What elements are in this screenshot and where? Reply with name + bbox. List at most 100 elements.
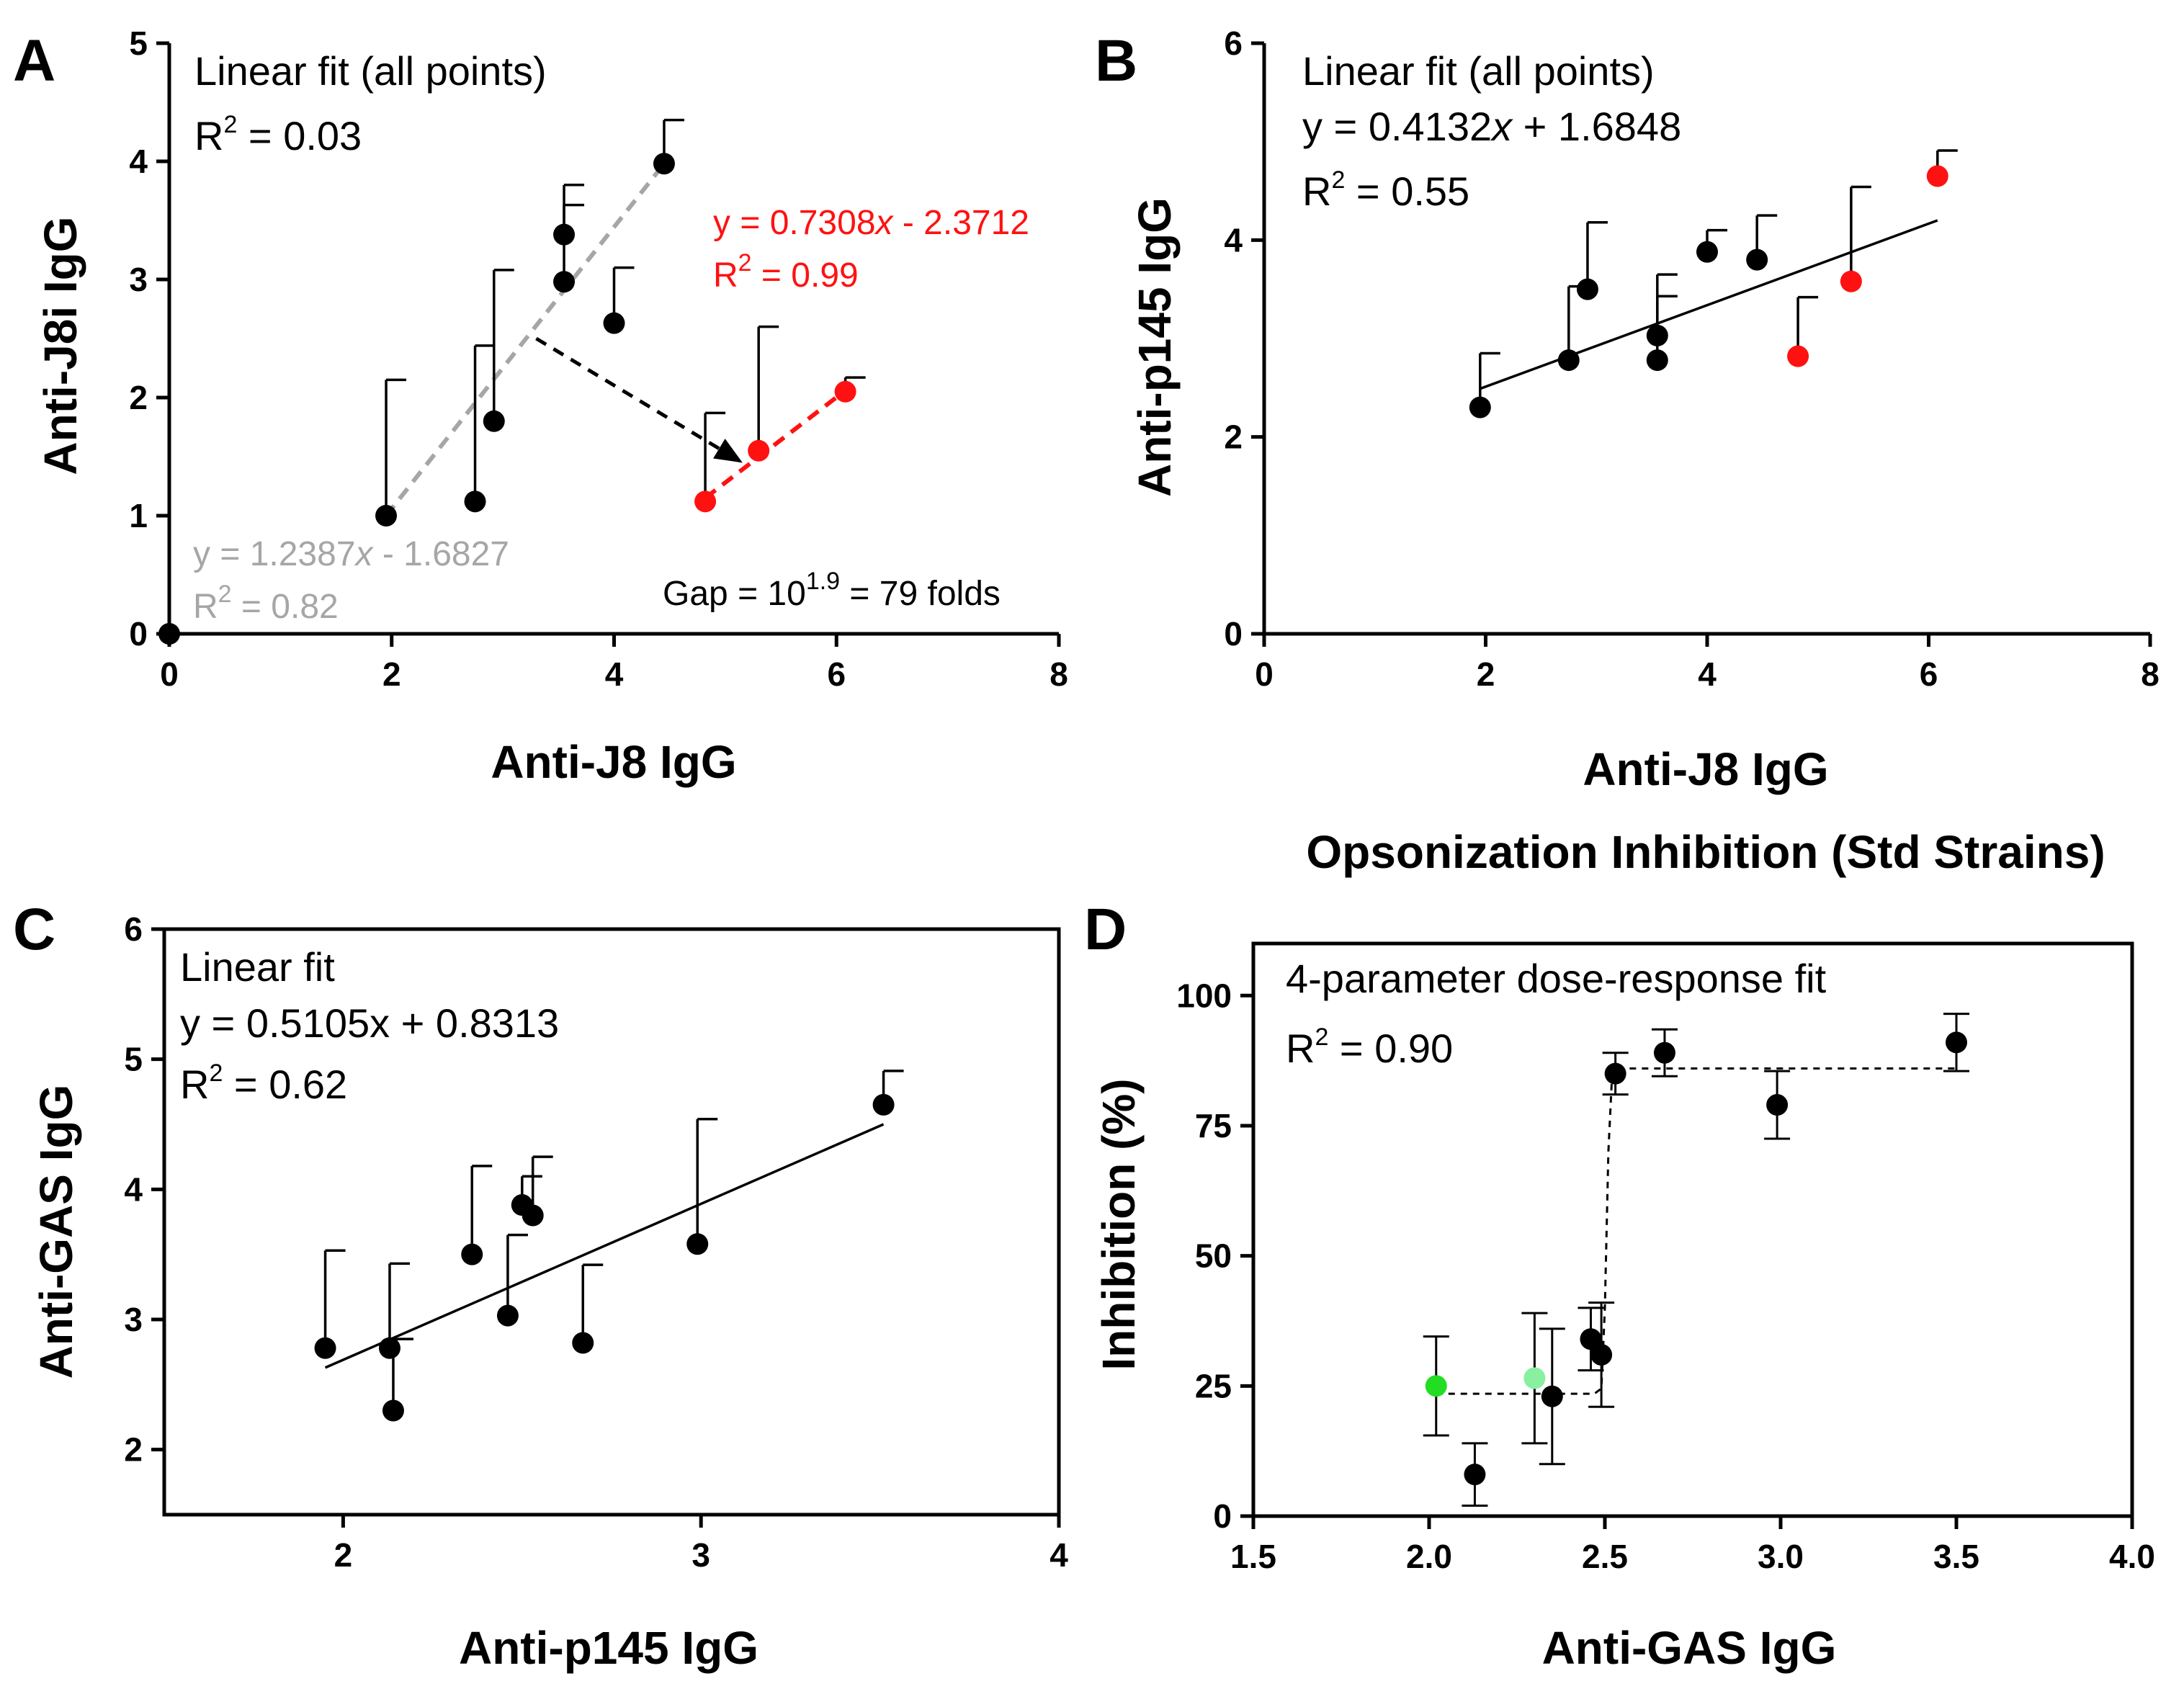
data-point-black-b <box>1646 324 1668 346</box>
y-tick-label-b: 2 <box>1224 418 1243 456</box>
x-tick-label-c: 4 <box>1050 1536 1068 1574</box>
x-tick-label-b: 2 <box>1477 655 1495 693</box>
y-tick-label-d: 0 <box>1213 1497 1232 1535</box>
y-tick-label-a: 1 <box>129 497 148 534</box>
x-tick-label-a: 8 <box>1050 655 1068 693</box>
x-tick-label-d: 2.0 <box>1406 1538 1452 1575</box>
data-point-black-a <box>603 312 625 334</box>
x-tick-label-c: 3 <box>692 1536 710 1574</box>
red-fit-a <box>704 388 847 500</box>
x-tick-label-d: 4.0 <box>2109 1538 2155 1575</box>
data-point-black-a <box>653 153 675 175</box>
annotation-overall-r2: R2 = 0.03 <box>194 111 362 158</box>
annotation-gap: Gap = 101.9 = 79 folds <box>663 568 1001 613</box>
data-point-green-d <box>1425 1375 1447 1397</box>
data-point-black-c <box>461 1243 483 1265</box>
y-tick-label-a: 0 <box>129 615 148 653</box>
x-tick-label-d: 3.0 <box>1758 1538 1804 1575</box>
data-point-black-c <box>496 1304 519 1327</box>
shift-arrow-head <box>713 439 743 463</box>
y-tick-label-b: 6 <box>1224 24 1243 62</box>
data-point-black-b <box>1557 349 1580 372</box>
y-tick-label-a: 4 <box>129 143 148 180</box>
x-axis-title-b: Anti-J8 IgG <box>1583 743 1828 795</box>
data-point-black-d <box>1766 1094 1789 1116</box>
annotation-equation-b: y = 0.4132x + 1.6848 <box>1302 104 1681 149</box>
x-tick-label-a: 4 <box>605 655 624 693</box>
y-axis-title-a: Anti-J8i IgG <box>35 216 86 475</box>
plot-frame-d <box>1251 941 2134 1518</box>
y-tick-label-d: 100 <box>1176 977 1232 1014</box>
panel-c: C 2 3 4 2 3 4 5 6 Anti-p145 IgG Anti-GAS IgG L… <box>13 897 1068 1674</box>
annotation-red-equation: y = 0.7308x - 2.3712 <box>713 204 1029 242</box>
data-point-black-c <box>378 1337 400 1359</box>
plot-frame-c <box>162 927 1061 1517</box>
panel-letter-c: C <box>13 897 55 962</box>
y-axis-title-c: Anti-GAS IgG <box>30 1085 82 1379</box>
y-axis-title-b: Anti-p145 IgG <box>1129 197 1181 497</box>
data-point-black-a <box>158 623 180 645</box>
annotation-fit-title-c: Linear fit <box>180 944 335 990</box>
x-tick-label-b: 6 <box>1920 655 1938 693</box>
data-point-black-a <box>375 505 398 526</box>
annotation-gray-r2: R2 = 0.82 <box>193 581 339 626</box>
panel-letter-d: D <box>1084 897 1127 962</box>
gray-fit-a <box>384 162 666 517</box>
x-tick-label-d: 1.5 <box>1230 1538 1276 1575</box>
data-point-red-b <box>1926 165 1948 187</box>
annotation-r2-b: R2 = 0.55 <box>1302 166 1469 214</box>
annotation-fit-title-d: 4-parameter dose-response fit <box>1286 956 1827 1001</box>
data-point-red-a <box>694 490 717 513</box>
x-tick-label-a: 6 <box>827 655 846 693</box>
y-tick-label-c: 6 <box>124 910 143 948</box>
data-point-black-c <box>522 1204 544 1227</box>
annotation-fit-title-b: Linear fit (all points) <box>1302 48 1655 94</box>
x-tick-label-a: 2 <box>382 655 401 693</box>
data-point-black-c <box>872 1093 895 1116</box>
annotation-r2-c: R2 = 0.62 <box>180 1059 347 1107</box>
y-tick-label-d: 75 <box>1195 1107 1232 1144</box>
annotation-r2-d: R2 = 0.90 <box>1286 1023 1453 1071</box>
data-point-black-b <box>1696 241 1718 263</box>
data-point-black-c <box>572 1332 594 1354</box>
linear-fit-b <box>1480 219 1938 390</box>
data-point-black-b <box>1469 396 1491 418</box>
data-point-black-d <box>1604 1062 1626 1085</box>
linear-fit-c <box>324 1123 885 1369</box>
x-tick-label-d: 3.5 <box>1933 1538 1979 1575</box>
annotation-gray-equation: y = 1.2387x - 1.6827 <box>193 535 509 573</box>
y-tick-label-d: 50 <box>1195 1237 1232 1275</box>
panel-letter-a: A <box>13 28 55 94</box>
data-point-red-a <box>748 439 770 462</box>
y-axis-title-d: Inhibition (%) <box>1093 1078 1145 1370</box>
data-point-black-d <box>1464 1464 1486 1486</box>
y-tick-label-d: 25 <box>1195 1367 1232 1404</box>
panel-letter-b: B <box>1095 28 1137 94</box>
data-point-black-a <box>483 410 505 432</box>
data-point-black-d <box>1653 1041 1675 1064</box>
dose-response-fit-d <box>1436 1067 1956 1395</box>
x-tick-label-d: 2.5 <box>1582 1538 1628 1575</box>
y-tick-label-b: 0 <box>1224 615 1243 653</box>
data-point-black-d <box>1541 1385 1563 1407</box>
x-tick-label-b: 0 <box>1255 655 1274 693</box>
x-tick-label-a: 0 <box>160 655 179 693</box>
data-point-black-d <box>1946 1031 1967 1054</box>
annotation-overall-fit: Linear fit (all points) <box>194 48 547 94</box>
y-tick-label-c: 3 <box>124 1301 143 1338</box>
data-point-black-a <box>464 490 486 513</box>
data-point-black-a <box>553 271 576 293</box>
y-tick-label-c: 2 <box>124 1431 143 1469</box>
x-tick-label-c: 2 <box>334 1536 353 1574</box>
x-axis-title-d: Anti-GAS IgG <box>1542 1622 1837 1674</box>
data-point-black-a <box>553 223 576 246</box>
x-tick-label-b: 4 <box>1698 655 1717 693</box>
x-axis-title-c: Anti-p145 IgG <box>459 1622 758 1674</box>
data-point-red-b <box>1787 345 1809 367</box>
data-point-black-b <box>1576 278 1598 300</box>
data-point-red-b <box>1840 270 1862 292</box>
y-tick-label-a: 2 <box>129 379 148 416</box>
data-point-black-b <box>1646 349 1668 372</box>
data-point-black-c <box>686 1233 709 1255</box>
